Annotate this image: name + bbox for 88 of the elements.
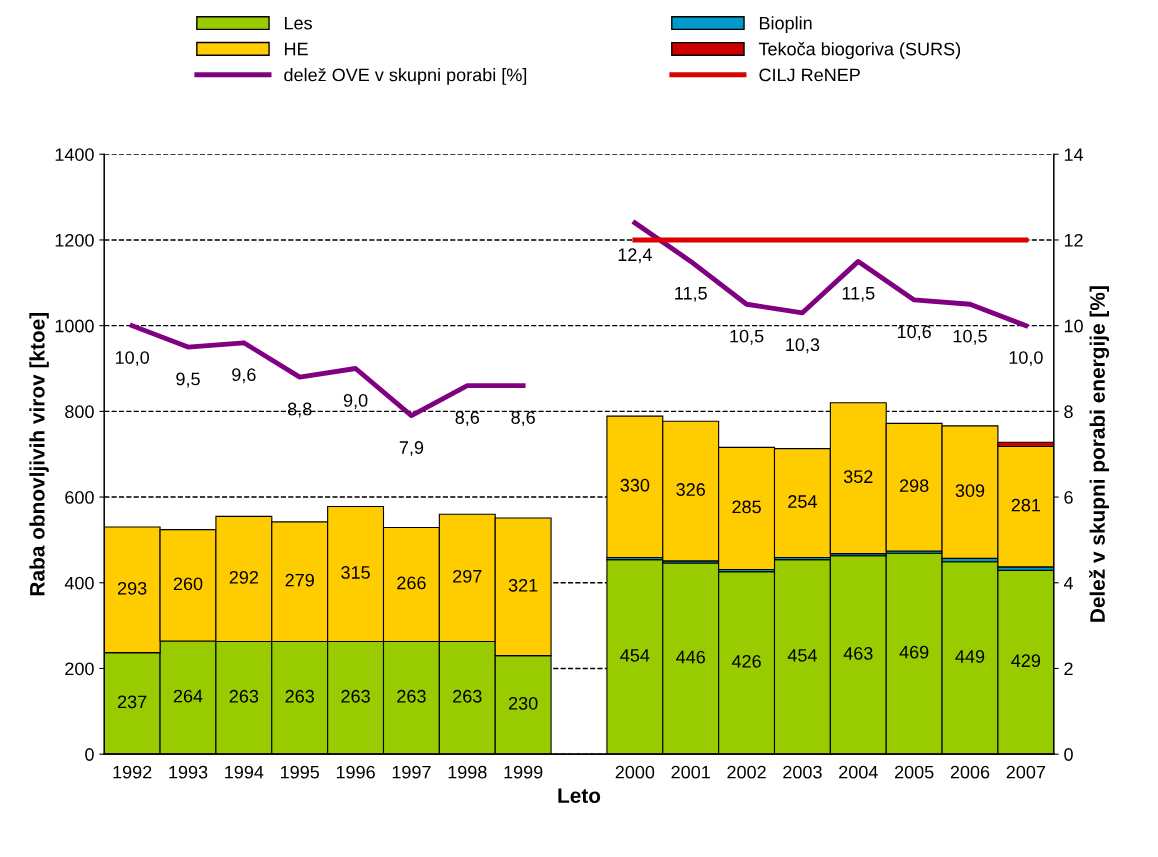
- x-axis-title: Leto: [558, 788, 601, 803]
- data-label: 429: [1011, 654, 1041, 668]
- data-label: 263: [341, 689, 370, 703]
- data-label: 263: [229, 689, 259, 703]
- x-tick-label: 2003: [783, 765, 822, 779]
- data-label: 285: [732, 500, 761, 514]
- y2-tick-label: 0: [1064, 748, 1073, 761]
- data-label: 326: [676, 483, 705, 496]
- legend-label: CILJ ReNEP: [759, 68, 860, 82]
- data-label: 8,6: [511, 411, 535, 427]
- legend-label: Les: [284, 16, 312, 30]
- y-axis-title: Raba obnovljivih virov [ktoe]: [29, 312, 49, 596]
- data-label: 281: [1011, 498, 1041, 512]
- x-tick-label: 1993: [169, 765, 208, 779]
- x-tick-label: 2001: [671, 765, 710, 779]
- data-label: 297: [453, 569, 482, 583]
- y2-tick-label: 10: [1064, 319, 1083, 333]
- y-tick-label: 1000: [55, 319, 94, 333]
- data-label: 292: [229, 570, 259, 584]
- data-label: 260: [173, 577, 203, 591]
- data-label: 454: [787, 649, 817, 662]
- data-label: 11,5: [842, 287, 875, 302]
- x-tick-label: 2007: [1006, 765, 1046, 779]
- y-tick-label: 0: [85, 748, 94, 761]
- data-label: 293: [118, 581, 147, 595]
- data-label: 454: [620, 649, 650, 662]
- x-tick-label: 2006: [950, 765, 990, 779]
- data-label: 12,4: [618, 248, 652, 264]
- data-label: 279: [285, 573, 314, 587]
- x-tick-label: 1994: [225, 765, 264, 779]
- data-label: 9,6: [232, 368, 256, 384]
- data-label: 263: [397, 689, 426, 703]
- data-label: 10,5: [730, 329, 764, 345]
- y2-tick-label: 8: [1064, 405, 1073, 419]
- data-label: 9,5: [176, 372, 200, 388]
- x-tick-label: 1998: [448, 765, 487, 779]
- x-tick-label: 2004: [839, 765, 878, 779]
- y-tick-label: 600: [65, 490, 94, 504]
- y-tick-label: 1200: [55, 233, 94, 247]
- data-label: 449: [955, 650, 985, 663]
- data-label: 237: [118, 695, 147, 709]
- data-label: 321: [508, 578, 538, 592]
- data-label: 469: [899, 645, 929, 659]
- x-tick-label: 2005: [894, 765, 934, 779]
- x-tick-label: 2000: [615, 765, 655, 779]
- data-label: 264: [173, 689, 203, 703]
- data-label: 7,9: [399, 441, 424, 457]
- data-label: 254: [788, 495, 817, 508]
- data-label: 8,6: [455, 411, 480, 427]
- data-label: 263: [285, 689, 314, 703]
- data-label: 266: [397, 576, 426, 590]
- legend-label: delež OVE v skupni porabi [%]: [284, 67, 527, 85]
- data-label: 10,5: [953, 329, 987, 345]
- legend-label: HE: [284, 42, 308, 56]
- x-tick-label: 2002: [727, 765, 766, 779]
- y2-axis-title: Delež v skupni porabi energije [%]: [1089, 286, 1110, 622]
- data-label: 446: [676, 650, 705, 664]
- legend-label: Tekoča biogoriva (SURS): [758, 42, 961, 59]
- y2-tick-label: 2: [1064, 662, 1073, 675]
- x-tick-label: 1992: [113, 765, 152, 779]
- data-label: 352: [843, 470, 873, 484]
- data-label: 11,5: [675, 287, 707, 302]
- y2-tick-label: 4: [1063, 576, 1074, 590]
- data-label: 298: [899, 479, 929, 493]
- data-label: 426: [731, 654, 761, 668]
- data-label: 10,3: [786, 338, 820, 354]
- data-label: 309: [955, 484, 985, 497]
- x-tick-label: 1996: [336, 765, 375, 779]
- data-label: 263: [453, 689, 482, 703]
- x-tick-label: 1995: [281, 765, 320, 779]
- data-label: 9,0: [343, 393, 368, 409]
- y-tick-label: 800: [65, 405, 94, 419]
- legend-label: Bioplin: [759, 16, 812, 34]
- data-label: 10,6: [897, 325, 931, 341]
- data-label: 230: [508, 696, 538, 710]
- x-tick-label: 1997: [392, 765, 431, 779]
- data-label: 330: [620, 478, 650, 492]
- y2-tick-label: 14: [1064, 148, 1084, 161]
- y2-tick-label: 6: [1064, 490, 1073, 504]
- y-tick-label: 400: [64, 576, 94, 590]
- data-label: 10,0: [1009, 351, 1043, 367]
- data-label: 10,0: [115, 351, 150, 367]
- x-tick-label: 1999: [504, 765, 543, 779]
- y-tick-label: 1400: [55, 148, 94, 161]
- y-tick-label: 200: [65, 662, 94, 676]
- data-label: 315: [341, 566, 370, 579]
- y2-tick-label: 12: [1064, 233, 1083, 247]
- data-label: 463: [843, 647, 873, 660]
